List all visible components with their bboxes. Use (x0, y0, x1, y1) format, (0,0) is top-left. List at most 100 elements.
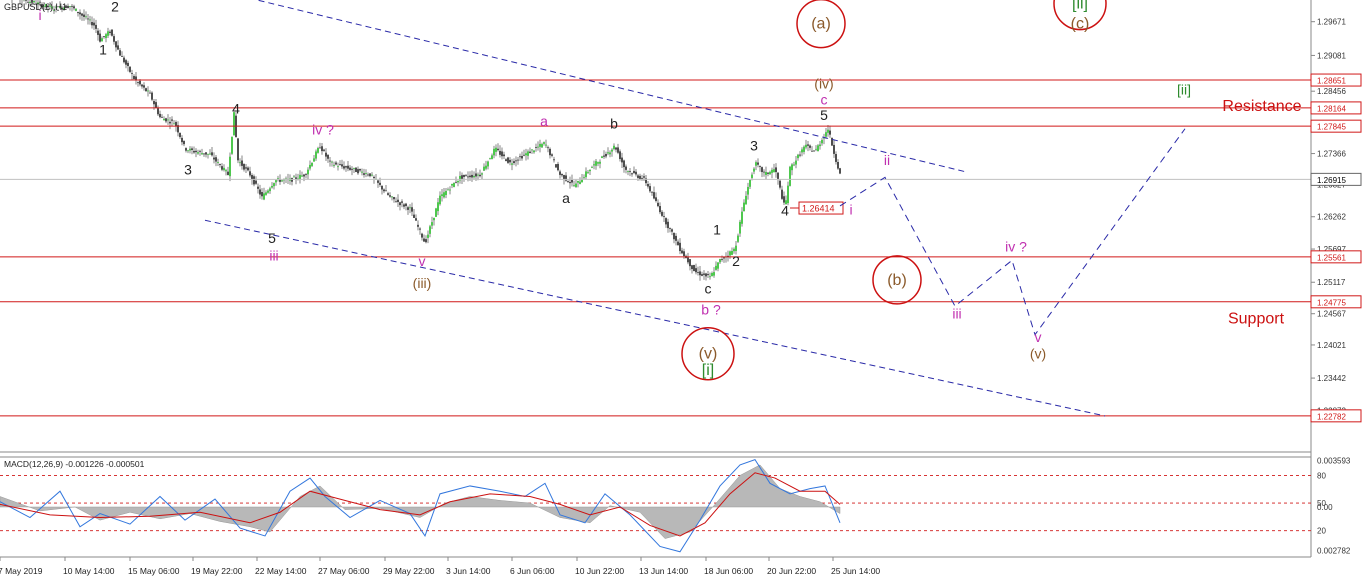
candle (693, 265, 695, 272)
candle (831, 137, 833, 146)
candle-body-up (267, 191, 269, 193)
wave-label: 4 (232, 100, 240, 116)
candle-body-down (181, 138, 183, 142)
candle-body-down (131, 73, 133, 74)
candle-body-down (811, 151, 813, 152)
candle-body-up (317, 148, 319, 153)
candle-body-down (305, 174, 307, 175)
x-tick-label: 25 Jun 14:00 (831, 566, 880, 576)
candle-body-up (189, 149, 191, 151)
candle-body-down (261, 192, 263, 196)
candle-body-down (155, 102, 157, 107)
candle (555, 164, 557, 168)
candle-body-down (397, 200, 399, 202)
wave-label: 3 (750, 137, 758, 153)
candle-body-down (757, 163, 759, 165)
candle-body-up (527, 151, 529, 155)
wave-label: (iv) (814, 76, 833, 92)
candle-body-down (393, 197, 395, 199)
candle-body-down (367, 175, 369, 176)
candle-body-down (383, 190, 385, 192)
candle-body-up (315, 151, 317, 158)
candle-body-up (745, 196, 747, 205)
candle-body-down (161, 117, 163, 118)
candle-body-up (753, 169, 755, 172)
candle-body-down (347, 166, 349, 169)
candle-body-up (735, 246, 737, 251)
candle-body-up (481, 173, 483, 174)
candle-body-up (209, 154, 211, 155)
candle (435, 208, 437, 217)
candle-body-down (669, 228, 671, 229)
candle-body-down (633, 171, 635, 173)
candle-body-down (139, 81, 141, 85)
candle-body-down (345, 166, 347, 167)
candle-body-down (707, 274, 709, 275)
candle-body-down (91, 22, 93, 25)
candle-body-down (497, 149, 499, 150)
candle-body-up (445, 191, 447, 195)
candle-body-down (351, 169, 353, 170)
candle-body-down (381, 186, 383, 190)
wave-label: 5 (820, 107, 828, 123)
candle-body-up (797, 155, 799, 158)
candle-body-down (673, 233, 675, 239)
candle-body-down (623, 161, 625, 168)
x-tick-label: 7 May 2019 (0, 566, 43, 576)
candle-body-down (649, 186, 651, 191)
wave-label: c (821, 92, 828, 108)
candle-body-down (143, 85, 145, 87)
macd-tick-label: 0.003593 (1317, 456, 1351, 465)
candle-body-up (265, 192, 267, 195)
candle-body-up (793, 165, 795, 166)
candle-body-up (611, 150, 613, 152)
candle-body-down (555, 164, 557, 167)
candle-body-up (231, 137, 233, 154)
candle-body-up (433, 218, 435, 220)
level-price-label: 1.28651 (1317, 77, 1346, 86)
level-price-label: 1.28164 (1317, 104, 1346, 113)
candle-body-down (501, 151, 503, 156)
wave-label: iv ? (312, 121, 334, 137)
candle-body-up (239, 162, 241, 163)
candle-body-up (805, 145, 807, 148)
candle-body-down (245, 167, 247, 168)
candle-body-down (83, 15, 85, 17)
y-tick-label: 1.25117 (1317, 278, 1346, 287)
candle-body-down (721, 259, 723, 260)
candle-body-down (119, 50, 121, 55)
candle-body-up (733, 249, 735, 251)
wave-label: 1 (713, 222, 721, 238)
candle-body-up (311, 163, 313, 166)
candle-body-down (327, 155, 329, 159)
candle-body-up (577, 181, 579, 183)
candle-body-down (513, 161, 515, 163)
candle-body-down (117, 45, 119, 49)
candle-body-down (461, 175, 463, 179)
candle-body-down (643, 176, 645, 177)
candle-body-up (533, 151, 535, 153)
candle-body-down (703, 274, 705, 275)
candle-body-down (419, 229, 421, 230)
wave-label: iii (269, 247, 278, 263)
candle-body-down (343, 166, 345, 168)
candle-body-down (479, 175, 481, 176)
candle-body-up (741, 212, 743, 224)
candle-body-down (807, 144, 809, 145)
candle-body-down (243, 164, 245, 170)
candle-body-down (183, 141, 185, 144)
candle-body-up (595, 161, 597, 166)
candle-body-down (323, 150, 325, 151)
candle-body-down (303, 175, 305, 177)
candle-body-up (197, 152, 199, 153)
y-tick-label: 1.27366 (1317, 150, 1346, 159)
candle-body-down (329, 161, 331, 162)
y-tick-label: 1.24021 (1317, 341, 1346, 350)
candle-body-down (203, 153, 205, 154)
candle-body-down (705, 273, 707, 276)
candle-body-up (495, 148, 497, 152)
candle-body-up (627, 171, 629, 172)
candle-body-down (159, 114, 161, 117)
candle-body-up (449, 190, 451, 191)
candle-body-up (263, 193, 265, 199)
